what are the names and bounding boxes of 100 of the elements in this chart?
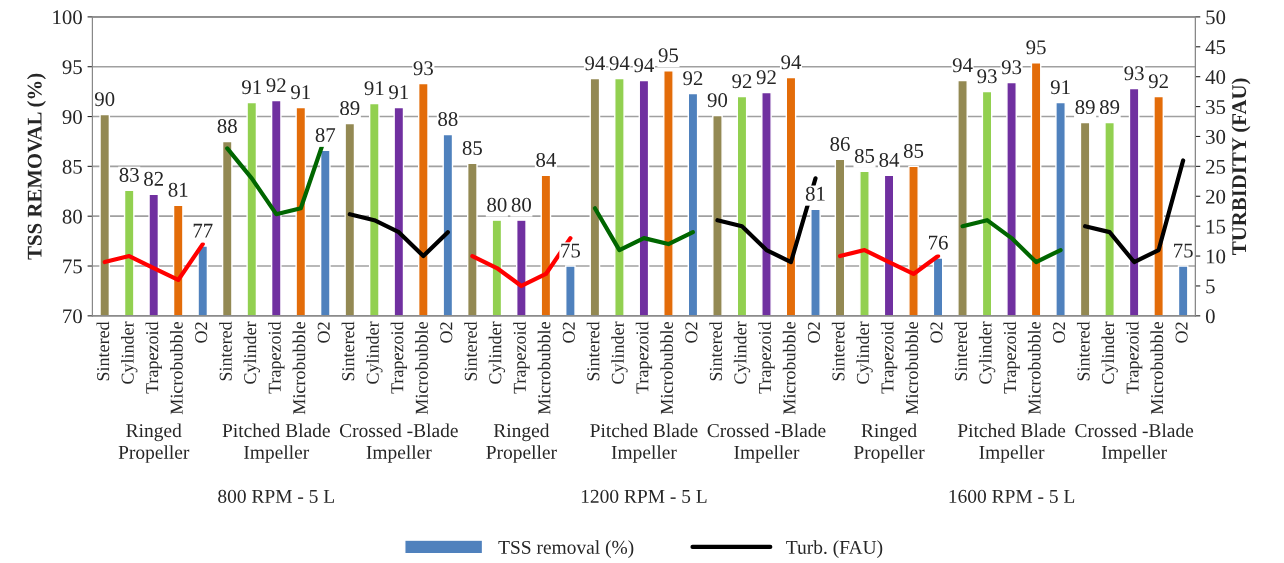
text: 1200 RPM - 5 L bbox=[581, 489, 707, 503]
x-tick-label: Cylinder bbox=[611, 321, 628, 384]
data-label: 93 bbox=[1001, 60, 1022, 75]
data-label: 75 bbox=[1174, 243, 1193, 258]
y-tick-label: 90 bbox=[62, 109, 82, 124]
x-tick-label: Trapezoid bbox=[1125, 321, 1143, 394]
data-label: 85 bbox=[903, 143, 924, 158]
data-label: 80 bbox=[487, 197, 507, 212]
x-tick-label: Cylinder bbox=[243, 321, 260, 384]
x-tick-label: Trapezoid bbox=[880, 321, 898, 394]
text: Ringed Propeller bbox=[853, 423, 925, 463]
data-label: 88 bbox=[217, 119, 237, 134]
x-tick-label: O2 bbox=[195, 322, 208, 343]
x-tick-label: Microbubble bbox=[415, 322, 428, 415]
x-tick-label: Trapezoid bbox=[1003, 321, 1020, 394]
y2-tick-label: 10 bbox=[1206, 249, 1226, 264]
data-label: 87 bbox=[315, 127, 336, 143]
line-series bbox=[347, 212, 450, 259]
data-label: 85 bbox=[854, 148, 875, 163]
text: Pitched Blade Impeller bbox=[222, 423, 330, 463]
x-tick-label: O2 bbox=[440, 322, 453, 343]
data-label: 92 bbox=[756, 70, 776, 85]
text: Ringed Propeller bbox=[118, 423, 190, 463]
x-tick-label: Sintered bbox=[1076, 321, 1090, 381]
data-label: 89 bbox=[340, 101, 360, 116]
x-tick-label: Trapezoid bbox=[758, 321, 775, 394]
x-tick-label: Trapezoid bbox=[145, 321, 162, 394]
y2-tick-label: 40 bbox=[1205, 70, 1226, 85]
y2-tick-label: 5 bbox=[1206, 279, 1215, 294]
data-label: 84 bbox=[536, 152, 556, 167]
x-tick-label: O2 bbox=[685, 322, 698, 343]
data-label: 91 bbox=[1050, 80, 1070, 95]
data-label: 76 bbox=[929, 235, 948, 250]
data-label: 91 bbox=[242, 80, 261, 95]
x-tick-label: Sintered bbox=[341, 321, 355, 381]
y2-tick-label: 20 bbox=[1206, 189, 1226, 204]
x-tick-label: O2 bbox=[562, 322, 575, 343]
legend-label: Turb. (FAU) bbox=[786, 540, 883, 558]
text: Crossed -Blade Impeller bbox=[1075, 423, 1194, 463]
x-tick-label: Trapezoid bbox=[390, 321, 408, 394]
data-label: 94 bbox=[634, 58, 655, 73]
data-label: 92 bbox=[266, 78, 286, 93]
y-tick-label: 95 bbox=[62, 60, 82, 75]
data-label: 90 bbox=[94, 92, 115, 107]
data-label: 92 bbox=[1148, 74, 1168, 89]
x-tick-label: Microbubble bbox=[292, 322, 306, 415]
data-label: 93 bbox=[977, 69, 997, 84]
data-label: 92 bbox=[732, 74, 752, 89]
x-tick-label: Microbubble bbox=[660, 322, 673, 415]
y2-tick-label: 0 bbox=[1205, 309, 1215, 324]
x-tick-label: Microbubble bbox=[905, 322, 919, 415]
data-label: 93 bbox=[413, 61, 433, 76]
y-tick-label: 70 bbox=[63, 309, 82, 324]
text: Pitched Blade Impeller bbox=[590, 423, 698, 463]
data-label: 75 bbox=[561, 243, 580, 258]
data-label: 91 bbox=[364, 81, 384, 96]
data-label: 83 bbox=[119, 167, 139, 182]
data-label: 89 bbox=[1100, 100, 1120, 115]
text: Crossed -Blade Impeller bbox=[339, 423, 458, 463]
y2-axis-title: TURBIDITY (FAU) bbox=[1231, 78, 1251, 255]
x-tick-label: Cylinder bbox=[1101, 321, 1118, 384]
data-label: 81 bbox=[168, 182, 188, 197]
x-tick-label: Cylinder bbox=[366, 321, 383, 384]
y-axis-title: TSS REMOVAL (%) bbox=[27, 73, 46, 260]
line-series bbox=[102, 242, 205, 283]
data-label: 94 bbox=[952, 58, 973, 73]
y2-tick-label: 15 bbox=[1206, 219, 1226, 234]
y-tick-label: 75 bbox=[63, 259, 82, 274]
y-tick-label: 100 bbox=[53, 10, 82, 25]
x-tick-label: Sintered bbox=[219, 321, 232, 381]
x-tick-label: Cylinder bbox=[121, 321, 138, 384]
x-tick-label: Microbubble bbox=[1150, 322, 1164, 415]
y2-tick-label: 30 bbox=[1206, 129, 1226, 144]
x-tick-label: Sintered bbox=[464, 321, 477, 381]
x-tick-label: O2 bbox=[1175, 322, 1188, 343]
x-tick-label: Sintered bbox=[586, 321, 600, 381]
data-label: 80 bbox=[511, 197, 531, 212]
x-tick-label: Microbubble bbox=[1027, 322, 1041, 415]
x-tick-label: Cylinder bbox=[733, 321, 751, 384]
y2-tick-label: 35 bbox=[1206, 100, 1226, 115]
x-tick-label: Sintered bbox=[954, 321, 968, 381]
data-label: 81 bbox=[805, 186, 825, 201]
data-label: 92 bbox=[683, 71, 703, 86]
x-tick-label: Trapezoid bbox=[268, 321, 285, 394]
x-tick-label: O2 bbox=[807, 322, 821, 343]
text: Pitched Blade Impeller bbox=[957, 423, 1066, 463]
text: 1600 RPM - 5 L bbox=[949, 489, 1075, 503]
x-tick-label: Cylinder bbox=[488, 321, 506, 384]
data-label: 88 bbox=[438, 112, 458, 127]
data-label: 77 bbox=[193, 223, 213, 238]
y2-tick-label: 25 bbox=[1206, 159, 1226, 174]
text: Ringed Propeller bbox=[486, 423, 557, 463]
legend-label: TSS removal (%) bbox=[498, 540, 634, 558]
data-label: 91 bbox=[389, 85, 408, 100]
data-label: 91 bbox=[291, 85, 310, 100]
x-tick-label: O2 bbox=[1052, 322, 1066, 343]
y2-tick-label: 45 bbox=[1205, 40, 1226, 55]
x-tick-label: Sintered bbox=[831, 321, 845, 381]
x-tick-label: Cylinder bbox=[856, 321, 873, 384]
data-label: 90 bbox=[707, 93, 728, 108]
